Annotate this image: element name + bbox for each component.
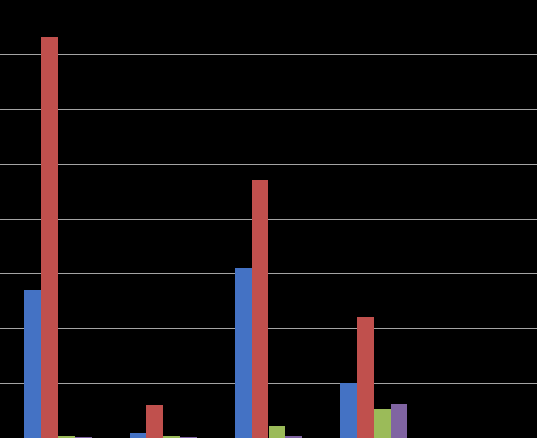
Bar [374, 410, 390, 438]
Bar [58, 436, 75, 438]
Bar [340, 383, 357, 438]
Bar [41, 38, 58, 438]
Bar [129, 433, 147, 438]
Bar [390, 404, 408, 438]
Bar [24, 290, 41, 438]
Bar [357, 318, 374, 438]
Bar [268, 426, 285, 438]
Bar [235, 268, 252, 438]
Bar [147, 405, 163, 438]
Bar [163, 436, 180, 438]
Bar [180, 437, 197, 438]
Bar [252, 180, 268, 438]
Bar [285, 436, 302, 438]
Bar [75, 437, 92, 438]
